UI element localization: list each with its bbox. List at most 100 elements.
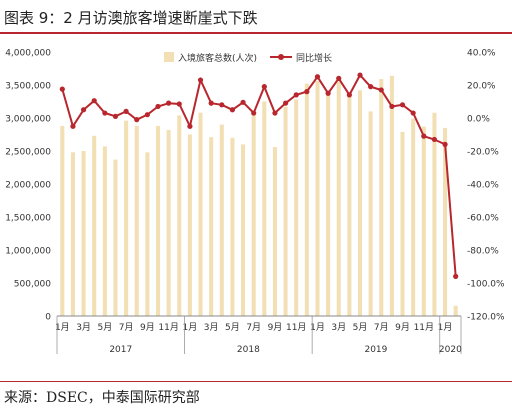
legend-bar-label: 入境旅客总数(人次)	[178, 52, 257, 64]
yoy-point	[91, 98, 97, 104]
bar	[443, 127, 448, 317]
yoy-point	[272, 110, 278, 116]
y-right-tick-label: -60.0%	[467, 214, 499, 224]
bar	[92, 135, 97, 316]
bar	[241, 144, 246, 316]
bar	[113, 159, 118, 316]
yoy-point	[368, 84, 374, 90]
x-tick-label: 5月	[225, 322, 240, 333]
bar	[166, 129, 171, 316]
source-divider	[0, 381, 512, 382]
yoy-point	[378, 87, 384, 93]
y-left-tick-label: 1,000,000	[5, 247, 51, 257]
x-tick-label: 1月	[438, 322, 453, 333]
yoy-point	[155, 103, 161, 110]
bar	[102, 146, 107, 316]
yoy-point	[187, 123, 193, 129]
y-right-tick-label: -100.0%	[467, 280, 505, 290]
bar	[251, 113, 256, 316]
bar	[187, 134, 192, 316]
year-label: 2020	[439, 345, 462, 355]
y-right-tick-label: -120.0%	[467, 313, 505, 323]
yoy-point	[314, 74, 321, 80]
yoy-point	[421, 133, 427, 139]
bar	[272, 147, 277, 316]
bar	[209, 137, 214, 316]
legend-bar-swatch	[164, 52, 174, 62]
yoy-point	[293, 92, 299, 98]
yoy-point	[219, 102, 225, 108]
x-tick-label: 3月	[331, 322, 346, 333]
bar	[347, 92, 352, 316]
x-tick-label: 3月	[76, 322, 91, 333]
y-left-tick-label: 0	[45, 313, 51, 323]
yoy-point	[410, 110, 416, 116]
y-right-tick-label: -20.0%	[467, 148, 499, 158]
x-tick-label: 1月	[55, 322, 70, 333]
yoy-point	[431, 136, 438, 143]
yoy-point	[304, 89, 310, 95]
yoy-point	[123, 108, 129, 114]
yoy-point	[336, 75, 342, 81]
year-label: 2017	[109, 345, 132, 355]
yoy-point	[389, 103, 395, 110]
bar	[145, 152, 150, 316]
bar	[283, 106, 288, 316]
x-tick-label: 11月	[414, 322, 434, 333]
bar	[379, 79, 384, 316]
bar	[262, 101, 267, 316]
combo-chart: 0 500,000 1,000,000 1,500,000 2,000,000 2,500…	[5, 49, 505, 356]
x-tick-label: 7月	[374, 322, 389, 333]
x-tick-label: 11月	[286, 322, 306, 333]
chart-area: 0 500,000 1,000,000 1,500,000 2,000,000 2,500…	[0, 34, 512, 364]
chart-title: 图表 9：2 月访澳旅客增速断崖式下跌	[4, 9, 258, 27]
y-left-tick-label: 2,000,000	[5, 181, 51, 191]
bar	[134, 125, 139, 316]
bar	[421, 126, 426, 316]
bar	[198, 112, 203, 316]
yoy-point	[197, 77, 204, 83]
bar	[294, 99, 299, 317]
yoy-point	[453, 273, 459, 279]
yoy-point	[208, 100, 214, 106]
bar	[219, 124, 224, 316]
x-tick-label: 9月	[395, 322, 410, 333]
y-right-tick-label: -40.0%	[467, 181, 499, 191]
title-divider	[0, 32, 512, 34]
y-right-tick-label: -80.0%	[467, 247, 499, 257]
bar	[357, 90, 363, 316]
legend-line-marker	[278, 54, 284, 60]
yoy-point	[261, 84, 267, 90]
bar	[230, 137, 235, 316]
bar	[155, 125, 161, 316]
y-left-tick-label: 3,000,000	[5, 115, 51, 125]
yoy-point	[102, 110, 108, 116]
x-tick-label: 7月	[246, 322, 261, 333]
x-tick-label: 9月	[140, 322, 155, 333]
bar	[368, 111, 373, 317]
x-tick-label: 3月	[204, 322, 219, 333]
y-left-tick-label: 1,500,000	[5, 214, 51, 224]
bar	[60, 125, 65, 316]
bar	[411, 118, 416, 316]
y-left-tick-label: 3,500,000	[5, 82, 51, 92]
yoy-point	[251, 110, 257, 116]
bar	[336, 81, 341, 316]
yoy-point	[59, 86, 65, 92]
year-label: 2018	[237, 345, 260, 355]
yoy-point	[357, 72, 363, 78]
bar	[400, 131, 405, 316]
bar	[304, 83, 309, 317]
y-right-tick-label: 20.0%	[467, 82, 496, 92]
bar	[432, 112, 437, 316]
legend-line-label: 同比增长	[296, 52, 332, 64]
yoy-point	[112, 113, 119, 119]
bar	[124, 120, 129, 316]
yoy-point	[144, 112, 150, 118]
yoy-point	[240, 99, 246, 105]
bar	[70, 152, 75, 316]
yoy-point	[399, 102, 406, 108]
y-left-tick-label: 500,000	[14, 280, 51, 290]
yoy-point	[282, 100, 289, 106]
year-label: 2019	[364, 345, 387, 355]
